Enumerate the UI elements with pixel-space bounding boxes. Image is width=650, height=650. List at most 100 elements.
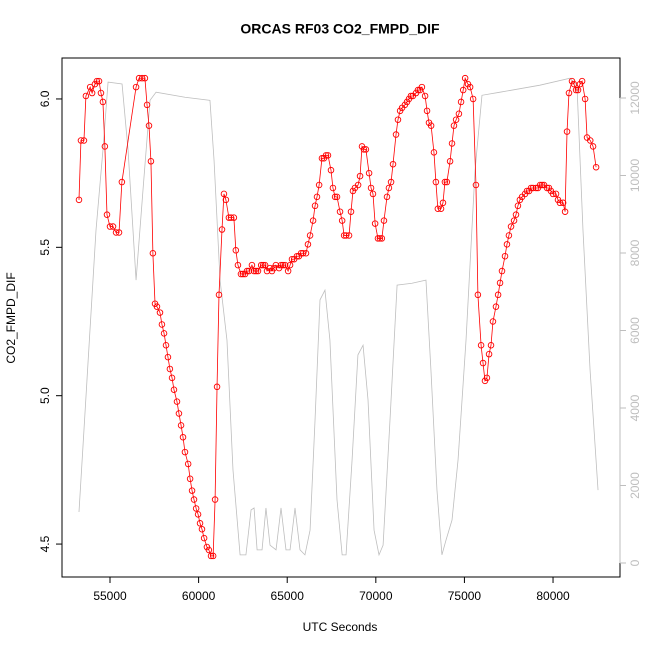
- data-point: [448, 140, 456, 147]
- data-point: [304, 241, 312, 248]
- data-point: [561, 208, 569, 215]
- data-point: [237, 270, 245, 278]
- data-point: [466, 83, 474, 91]
- data-point: [192, 505, 200, 512]
- data-point: [333, 193, 341, 201]
- data-point: [586, 137, 594, 144]
- data-point: [143, 101, 151, 109]
- data-point: [97, 89, 105, 97]
- data-point: [200, 534, 208, 542]
- data-point: [186, 475, 194, 483]
- data-point: [257, 261, 265, 269]
- x-tick-label: 55000: [93, 589, 127, 603]
- x-axis-label: UTC Seconds: [303, 620, 378, 634]
- data-point: [496, 279, 504, 287]
- data-point: [434, 205, 442, 212]
- data-point: [156, 309, 164, 316]
- data-point: [514, 202, 522, 210]
- data-point: [103, 211, 111, 218]
- data-point: [225, 214, 233, 221]
- data-point: [254, 267, 262, 275]
- data-point: [149, 250, 157, 257]
- y2-tick-label: 0: [628, 559, 642, 566]
- data-point: [138, 74, 146, 82]
- data-point: [250, 267, 258, 275]
- data-point: [93, 77, 101, 85]
- data-point: [407, 92, 415, 100]
- y-tick-label: 5.5: [38, 239, 52, 256]
- data-point: [297, 250, 305, 257]
- data-point: [82, 92, 90, 100]
- secondary-line: [78, 77, 599, 557]
- data-point: [188, 487, 196, 494]
- data-point: [459, 86, 467, 94]
- data-point: [243, 267, 251, 275]
- data-point: [80, 137, 88, 144]
- data-point: [441, 178, 449, 186]
- data-point: [487, 341, 495, 349]
- data-point: [207, 552, 215, 560]
- data-point: [452, 116, 460, 123]
- data-point: [443, 178, 451, 186]
- data-point: [457, 98, 465, 106]
- data-point: [86, 83, 94, 91]
- data-point: [371, 220, 379, 227]
- data-point: [230, 214, 238, 221]
- data-point: [322, 152, 330, 159]
- y2-tick-label: 4000: [628, 394, 642, 421]
- data-point: [432, 178, 440, 186]
- data-point: [362, 146, 370, 153]
- data-point: [342, 232, 350, 239]
- data-point: [572, 86, 580, 94]
- chart-title: ORCAS RF03 CO2_FMPD_DIF: [240, 21, 440, 37]
- data-point: [380, 217, 388, 224]
- data-point: [485, 350, 493, 358]
- data-point: [281, 261, 289, 269]
- data-point: [309, 217, 317, 224]
- x-tick-label: 70000: [359, 589, 393, 603]
- data-point: [345, 232, 353, 239]
- data-point: [259, 261, 267, 269]
- data-point: [220, 190, 228, 198]
- data-point: [196, 520, 204, 527]
- data-point: [461, 74, 469, 82]
- data-point: [354, 181, 362, 189]
- data-line: [78, 76, 597, 557]
- data-point: [394, 116, 402, 123]
- data-point: [365, 169, 373, 177]
- data-point: [101, 143, 109, 150]
- y-tick-label: 6.0: [38, 90, 52, 107]
- data-point: [286, 261, 294, 269]
- y-axis-label: CO2_FMPD_DIF: [4, 272, 18, 363]
- data-point: [311, 202, 319, 210]
- data-point: [106, 223, 114, 230]
- x-tick-label: 75000: [448, 589, 482, 603]
- data-point: [492, 303, 500, 310]
- data-point: [437, 205, 445, 212]
- y2-tick-label: 2000: [628, 472, 642, 499]
- y2-tick-label: 12000: [628, 81, 642, 115]
- data-point: [427, 122, 435, 129]
- data-point: [181, 448, 189, 456]
- data-point: [421, 92, 429, 100]
- data-point: [109, 223, 117, 230]
- data-point: [147, 158, 155, 165]
- data-point: [306, 232, 314, 239]
- data-point: [474, 291, 482, 299]
- data-point: [505, 232, 513, 239]
- data-point: [479, 359, 487, 367]
- data-point: [234, 261, 242, 269]
- data-point: [158, 321, 166, 328]
- data-point: [331, 193, 339, 201]
- data-point: [288, 255, 296, 263]
- data-point: [389, 160, 397, 168]
- data-point: [592, 163, 600, 171]
- data-point: [175, 410, 183, 417]
- data-point: [527, 184, 535, 192]
- data-point: [489, 318, 497, 325]
- data-point: [99, 98, 107, 106]
- data-point: [160, 330, 168, 337]
- data-point: [232, 247, 240, 254]
